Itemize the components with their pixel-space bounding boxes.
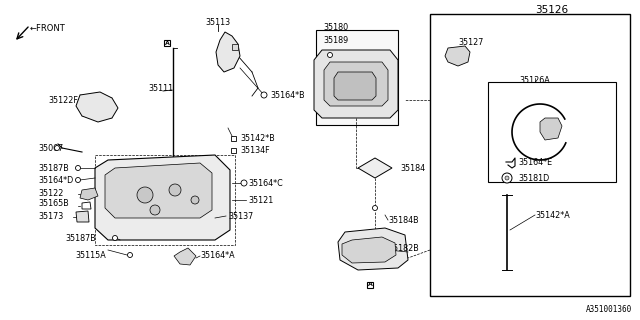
Polygon shape xyxy=(338,228,408,270)
Circle shape xyxy=(191,196,199,204)
Polygon shape xyxy=(174,248,196,265)
Bar xyxy=(230,148,236,153)
Text: 35180: 35180 xyxy=(323,22,348,31)
Text: A351001360: A351001360 xyxy=(586,305,632,314)
Text: 35122F: 35122F xyxy=(48,95,78,105)
Text: 35142*B: 35142*B xyxy=(240,133,275,142)
Bar xyxy=(164,40,170,46)
Text: 35113: 35113 xyxy=(205,18,230,27)
Bar xyxy=(316,30,398,125)
Polygon shape xyxy=(80,188,98,200)
Bar xyxy=(430,14,630,296)
Text: 35111: 35111 xyxy=(148,84,173,92)
Polygon shape xyxy=(232,44,238,50)
Polygon shape xyxy=(76,92,118,122)
Polygon shape xyxy=(342,237,396,263)
Circle shape xyxy=(505,176,509,180)
Text: 35165B: 35165B xyxy=(38,198,68,207)
Polygon shape xyxy=(334,72,376,100)
Circle shape xyxy=(241,180,247,186)
Bar xyxy=(230,135,236,140)
Circle shape xyxy=(76,178,81,182)
Polygon shape xyxy=(358,158,392,178)
Text: 35142*A: 35142*A xyxy=(535,211,570,220)
Circle shape xyxy=(502,173,512,183)
Polygon shape xyxy=(540,118,562,140)
Circle shape xyxy=(169,184,181,196)
Polygon shape xyxy=(82,202,91,209)
Circle shape xyxy=(261,92,267,98)
Text: 35181D: 35181D xyxy=(518,173,549,182)
Text: 35164*B: 35164*B xyxy=(270,91,305,100)
Bar xyxy=(367,282,372,288)
Text: 35182B: 35182B xyxy=(388,244,419,252)
Circle shape xyxy=(76,165,81,171)
Bar xyxy=(488,82,616,182)
Circle shape xyxy=(150,205,160,215)
Text: 35189: 35189 xyxy=(323,36,348,44)
Text: 35137: 35137 xyxy=(228,212,253,220)
Text: 35122: 35122 xyxy=(38,188,63,197)
Bar xyxy=(95,155,235,245)
Polygon shape xyxy=(324,62,388,106)
Text: 35184B: 35184B xyxy=(388,215,419,225)
Text: 35173: 35173 xyxy=(38,212,63,220)
Text: 35115A: 35115A xyxy=(75,252,106,260)
Text: 35126: 35126 xyxy=(536,5,568,15)
Text: 35121: 35121 xyxy=(248,196,273,204)
Text: 35067: 35067 xyxy=(38,143,63,153)
Text: 35184: 35184 xyxy=(400,164,425,172)
Circle shape xyxy=(54,146,60,150)
Polygon shape xyxy=(314,50,398,118)
Text: 35126A: 35126A xyxy=(520,76,550,84)
Text: 35187B: 35187B xyxy=(38,164,68,172)
Polygon shape xyxy=(216,32,240,72)
Text: 35127: 35127 xyxy=(458,37,483,46)
Circle shape xyxy=(127,252,132,258)
Text: 35134F: 35134F xyxy=(240,146,269,155)
Circle shape xyxy=(137,187,153,203)
Circle shape xyxy=(328,52,333,58)
Text: 35164*E: 35164*E xyxy=(518,157,552,166)
Polygon shape xyxy=(445,46,470,66)
Circle shape xyxy=(113,236,118,241)
Text: ←FRONT: ←FRONT xyxy=(30,23,66,33)
Text: A: A xyxy=(367,283,372,287)
Text: 35164*D: 35164*D xyxy=(38,175,73,185)
Polygon shape xyxy=(95,155,230,240)
Text: 35187B: 35187B xyxy=(65,234,96,243)
Circle shape xyxy=(372,205,378,211)
Text: A: A xyxy=(164,41,170,45)
Polygon shape xyxy=(76,211,89,222)
Text: 35164*A: 35164*A xyxy=(200,252,235,260)
Polygon shape xyxy=(105,163,212,218)
Text: 35164*C: 35164*C xyxy=(248,179,283,188)
